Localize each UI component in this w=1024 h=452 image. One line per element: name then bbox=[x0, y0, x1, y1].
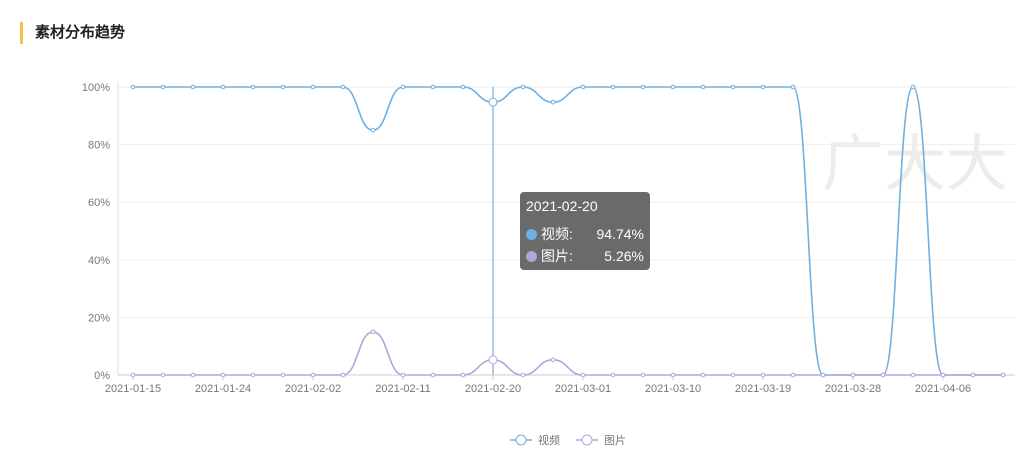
point bbox=[130, 372, 136, 378]
point bbox=[370, 329, 376, 335]
point bbox=[880, 372, 886, 378]
x-tick-label: 2021-02-11 bbox=[375, 383, 430, 395]
point bbox=[700, 372, 706, 378]
point bbox=[190, 372, 196, 378]
point bbox=[1000, 372, 1006, 378]
x-tick-label: 2021-03-28 bbox=[825, 383, 881, 395]
point bbox=[340, 84, 346, 90]
point bbox=[760, 84, 766, 90]
point bbox=[370, 127, 376, 133]
point bbox=[910, 84, 916, 90]
point bbox=[400, 372, 406, 378]
point bbox=[130, 84, 136, 90]
point bbox=[220, 372, 226, 378]
point bbox=[610, 372, 616, 378]
point bbox=[220, 84, 226, 90]
point bbox=[730, 372, 736, 378]
point bbox=[430, 372, 436, 378]
tooltip-value: 94.74% bbox=[596, 226, 644, 242]
y-tick-label: 60% bbox=[88, 197, 110, 209]
x-tick-label: 2021-04-06 bbox=[915, 383, 971, 395]
point bbox=[460, 372, 466, 378]
legend-icon bbox=[515, 434, 527, 446]
point bbox=[760, 372, 766, 378]
y-tick-label: 0% bbox=[94, 370, 110, 382]
tooltip-dot bbox=[526, 229, 537, 240]
point bbox=[790, 84, 796, 90]
point bbox=[850, 372, 856, 378]
point bbox=[160, 84, 166, 90]
x-tick-label: 2021-03-10 bbox=[645, 383, 701, 395]
x-tick-label: 2021-03-19 bbox=[735, 383, 791, 395]
point bbox=[280, 372, 286, 378]
tooltip: 2021-02-20 视频: 94.74% 图片: 5.26% bbox=[520, 192, 650, 270]
tooltip-title: 2021-02-20 bbox=[526, 198, 598, 214]
point bbox=[250, 372, 256, 378]
point bbox=[550, 357, 556, 363]
point bbox=[820, 372, 826, 378]
tooltip-label: 视频: bbox=[541, 226, 573, 242]
point bbox=[580, 372, 586, 378]
point bbox=[520, 372, 526, 378]
point bbox=[700, 84, 706, 90]
point bbox=[488, 355, 498, 365]
point bbox=[550, 99, 556, 105]
x-tick-label: 2021-01-24 bbox=[195, 383, 251, 395]
point bbox=[730, 84, 736, 90]
section-title: 素材分布趋势 bbox=[20, 22, 125, 44]
point bbox=[520, 84, 526, 90]
point bbox=[610, 84, 616, 90]
point bbox=[280, 84, 286, 90]
point bbox=[190, 84, 196, 90]
point bbox=[250, 84, 256, 90]
point bbox=[790, 372, 796, 378]
point bbox=[670, 372, 676, 378]
x-tick-label: 2021-02-02 bbox=[285, 383, 341, 395]
point bbox=[400, 84, 406, 90]
x-tick-label: 2021-03-01 bbox=[555, 383, 611, 395]
point bbox=[970, 372, 976, 378]
legend-icon bbox=[581, 434, 593, 446]
point bbox=[310, 372, 316, 378]
point bbox=[670, 84, 676, 90]
y-tick-label: 40% bbox=[88, 255, 110, 267]
y-tick-label: 80% bbox=[88, 140, 110, 152]
point bbox=[640, 84, 646, 90]
point bbox=[488, 97, 498, 107]
point bbox=[310, 84, 316, 90]
legend-label: 图片 bbox=[604, 434, 626, 447]
point bbox=[640, 372, 646, 378]
series-line bbox=[133, 330, 1003, 376]
point bbox=[910, 372, 916, 378]
point bbox=[940, 372, 946, 378]
point bbox=[460, 84, 466, 90]
point bbox=[160, 372, 166, 378]
watermark: 广大大 bbox=[822, 130, 1008, 199]
point bbox=[580, 84, 586, 90]
y-tick-label: 100% bbox=[82, 82, 110, 94]
point bbox=[340, 372, 346, 378]
tooltip-label: 图片: bbox=[541, 248, 573, 264]
tooltip-value: 5.26% bbox=[604, 248, 644, 264]
point bbox=[430, 84, 436, 90]
tooltip-dot bbox=[526, 251, 537, 262]
tooltip-row: 图片: 5.26% bbox=[526, 246, 644, 266]
x-tick-label: 2021-01-15 bbox=[105, 383, 161, 395]
tooltip-row: 视频: 94.74% bbox=[526, 224, 644, 244]
legend-label: 视频 bbox=[538, 433, 560, 447]
x-tick-label: 2021-02-20 bbox=[465, 383, 521, 395]
y-tick-label: 20% bbox=[88, 312, 110, 324]
